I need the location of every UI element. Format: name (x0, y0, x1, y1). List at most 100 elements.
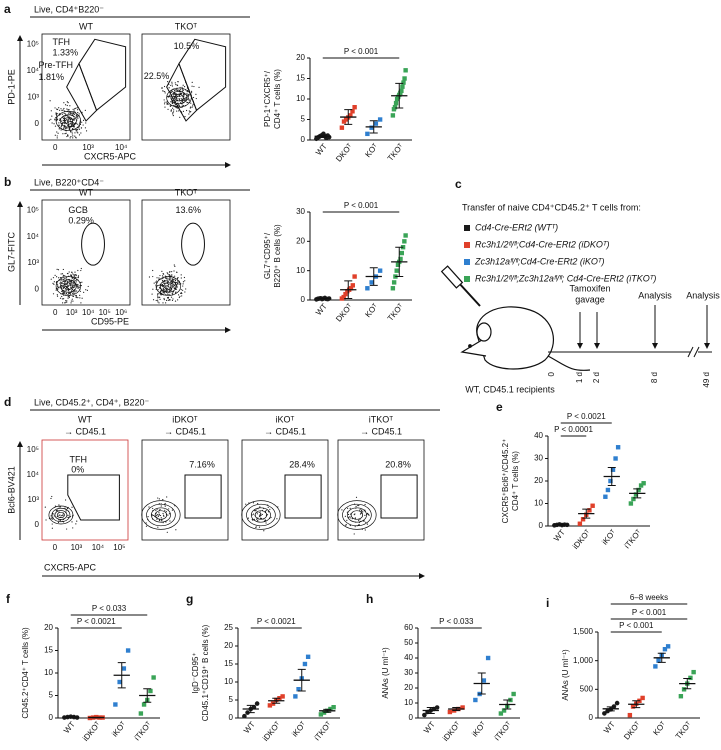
event-dot (183, 276, 186, 279)
event-dot (172, 111, 175, 113)
y-tick-label: 10³ (27, 93, 39, 102)
contour (154, 510, 168, 520)
event-dot (161, 284, 163, 286)
data-point (656, 658, 661, 663)
event-dot (368, 514, 370, 516)
contour (48, 505, 74, 525)
event-dot (170, 101, 172, 103)
event-dot (76, 107, 78, 109)
event-dot (65, 300, 67, 302)
data-point (501, 708, 507, 713)
data-point (141, 702, 147, 707)
plot-title: iTKOᵀ (369, 414, 394, 424)
event-dot (174, 275, 176, 277)
event-dot (175, 98, 178, 100)
event-dot (77, 132, 79, 134)
x-tick-label: WT (62, 720, 77, 735)
event-dot (267, 511, 270, 513)
event-dot (51, 115, 53, 117)
event-dot (55, 113, 57, 115)
error-bar (477, 672, 486, 695)
x-tick-label: WT (422, 720, 437, 735)
event-dot (174, 300, 177, 302)
event-dot (364, 504, 366, 506)
event-dot (270, 516, 272, 519)
data-point (498, 711, 504, 716)
syringe (457, 281, 481, 307)
event-dot (171, 274, 173, 276)
data-point (481, 678, 487, 683)
event-dot (163, 99, 165, 101)
x-tick-label: 10⁴ (92, 543, 105, 552)
error-bar (323, 708, 332, 713)
y-axis-label: CD4⁺ T cells (%) (273, 69, 282, 129)
data-point (401, 80, 406, 85)
event-dot (145, 522, 147, 524)
y-axis-label: IgD⁻CD95⁺ (191, 652, 200, 693)
event-dot (70, 123, 72, 125)
data-point (615, 445, 621, 450)
gate-label: 28.4% (289, 459, 315, 469)
event-dot (58, 128, 60, 130)
gate-label: 1.33% (53, 47, 79, 57)
event-dot (158, 296, 160, 298)
gate-label: Pre-TFH (38, 60, 72, 70)
event-dot (77, 117, 79, 119)
event-dot (69, 283, 71, 285)
legend-swatch (464, 242, 470, 248)
event-dot (67, 284, 69, 286)
gate-label: 10.5% (174, 41, 200, 51)
event-dot (73, 119, 75, 122)
error-bar (117, 662, 126, 689)
event-dot (71, 128, 74, 130)
contour (56, 511, 65, 519)
data-point (662, 647, 668, 652)
event-dot (165, 299, 168, 301)
event-dot (252, 502, 255, 504)
event-dot (164, 106, 166, 108)
event-dot (195, 93, 197, 95)
event-dot (162, 302, 164, 304)
event-dot (66, 301, 68, 303)
event-dot (48, 119, 51, 121)
event-dot (56, 118, 59, 120)
event-dot (160, 294, 162, 296)
event-dot (366, 523, 369, 525)
event-dot (169, 284, 171, 286)
event-dot (56, 135, 58, 137)
y-axis-label: CD45.2⁺CD4⁺ T cells (%) (21, 627, 30, 719)
event-dot (62, 117, 65, 120)
gating-header: Live, CD45.2⁺, CD4⁺, B220⁻ (34, 397, 150, 407)
event-dot (76, 116, 78, 119)
x-tick-label: DKOᵀ (334, 141, 355, 163)
event-dot (361, 509, 363, 512)
event-dot (63, 279, 65, 281)
group-header: 6–8 weeks (630, 593, 668, 602)
event-dot (84, 127, 87, 129)
event-dot (166, 101, 168, 103)
event-dot (156, 518, 158, 520)
event-dot (165, 293, 167, 296)
event-dot (68, 118, 71, 120)
event-dot (171, 83, 173, 85)
event-dot (263, 530, 265, 532)
event-dot (66, 507, 69, 510)
gate (67, 474, 120, 521)
event-dot (346, 519, 348, 521)
x-tick-label: iTKOᵀ (493, 719, 514, 742)
x-tick-label: TKOᵀ (386, 141, 406, 162)
event-dot (174, 278, 176, 280)
data-point (348, 113, 353, 118)
data-point (339, 125, 345, 130)
event-dot (71, 133, 73, 135)
event-dot (189, 94, 191, 96)
contour (170, 91, 188, 105)
day-label: 0 (547, 371, 556, 376)
event-dot (161, 280, 164, 282)
event-dot (72, 527, 74, 529)
data-point (350, 283, 356, 288)
event-dot (79, 294, 81, 296)
event-dot (178, 97, 180, 100)
event-dot (171, 509, 174, 511)
